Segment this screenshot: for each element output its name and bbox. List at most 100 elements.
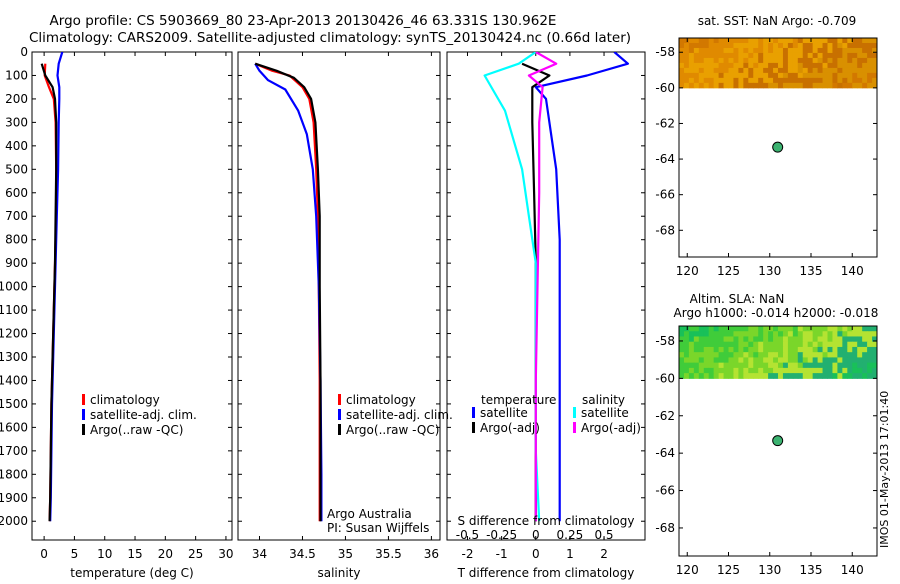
sst_map-field-cell bbox=[728, 52, 734, 59]
sla_map-field-cell bbox=[748, 367, 754, 374]
sla_map-ytick-label: -62 bbox=[655, 409, 675, 423]
sst_map-field-cell bbox=[792, 57, 799, 64]
difference-legend-item-temperature-swatch bbox=[472, 422, 475, 433]
sla_map-ytick-label: -66 bbox=[655, 484, 675, 498]
temperature-ytick-label: 200 bbox=[5, 92, 28, 106]
sst_map-field-cell bbox=[782, 47, 789, 54]
sst_map-field-cell bbox=[723, 57, 729, 64]
sla_map-field-cell bbox=[748, 336, 754, 343]
sst_map-field-cell bbox=[683, 47, 690, 54]
sla_map-field-cell bbox=[792, 326, 799, 332]
sst_map-field-cell bbox=[728, 42, 734, 49]
sla_map-field-cell bbox=[758, 357, 764, 364]
sla_map-field-cell bbox=[703, 326, 710, 332]
sla_map-field-cell bbox=[758, 336, 764, 343]
sla_map-field-cell bbox=[817, 331, 824, 337]
sla_map-field-cell bbox=[842, 341, 848, 348]
difference-series-satellite bbox=[534, 52, 629, 522]
sla_map-xtick-label: 130 bbox=[758, 563, 781, 577]
sst_map-field-cell bbox=[713, 77, 720, 84]
sst_map-field-cell bbox=[758, 42, 764, 49]
sla_map-field-cell bbox=[728, 346, 734, 353]
sla_map-field-cell bbox=[728, 326, 734, 332]
sst_map-field-cell bbox=[743, 38, 749, 44]
sst_map-field-cell bbox=[713, 67, 720, 74]
sst_map-field-cell bbox=[832, 77, 838, 84]
sla_map-field-cell bbox=[802, 341, 809, 348]
sla_map-field-cell bbox=[723, 326, 729, 332]
sst_map-field-cell bbox=[773, 42, 779, 49]
sst_map-xtick-label: 140 bbox=[841, 264, 864, 278]
sla_map-field-cell bbox=[857, 357, 863, 364]
sst_map-field-cell bbox=[723, 47, 729, 54]
sst_map-field-cell bbox=[827, 38, 833, 44]
sst_map-field-cell bbox=[763, 67, 769, 74]
sst_map-field-cell bbox=[862, 72, 868, 79]
sla_map-field-cell bbox=[768, 326, 774, 332]
sla_map-field-cell bbox=[837, 357, 843, 364]
sst_map-field-cell bbox=[852, 82, 858, 89]
sla_map-field-cell bbox=[872, 357, 878, 364]
sst_map-field-cell bbox=[862, 38, 868, 44]
sst_map-field-cell bbox=[683, 62, 690, 69]
sla_map-field-cell bbox=[713, 373, 720, 379]
sst_map-field-cell bbox=[679, 62, 685, 69]
sla_map-field-cell bbox=[768, 341, 774, 348]
sla_map-field-cell bbox=[723, 373, 729, 379]
sst_map-field-cell bbox=[713, 42, 720, 49]
sst_map-field-cell bbox=[733, 52, 739, 59]
sla_map-field-cell bbox=[763, 331, 769, 337]
sla_map-field-cell bbox=[872, 352, 878, 358]
sst_map-ytick-label: -58 bbox=[655, 45, 675, 59]
sla-map-panel: -58 -60 -62 -64 -66 -68 120 125 130 135 140 Altim. … bbox=[655, 292, 878, 577]
sla_map-field-cell bbox=[847, 373, 853, 379]
sla_map-field-cell bbox=[763, 341, 769, 348]
difference-xtick-label: -2 bbox=[461, 547, 473, 561]
sla_map-field-cell bbox=[698, 362, 705, 369]
sst_map-field-cell bbox=[862, 57, 868, 64]
sla_map-field-cell bbox=[862, 326, 868, 332]
sst_map-field-cell bbox=[852, 67, 858, 74]
temperature-ytick-label: 300 bbox=[5, 115, 28, 129]
difference-series-group bbox=[483, 52, 629, 522]
sla_map-field-cell bbox=[797, 346, 804, 353]
sst_map-field-cell bbox=[693, 62, 700, 69]
sst_map-field-cell bbox=[822, 47, 828, 54]
sla_map-field-cell bbox=[857, 367, 863, 374]
sla_map-field-cell bbox=[679, 326, 685, 332]
sla_map-field-cell bbox=[832, 357, 838, 364]
sst_map-field-cell bbox=[822, 38, 828, 44]
sla_map-field-cell bbox=[679, 331, 685, 337]
difference-secondary-tick-label: 0.25 bbox=[557, 528, 584, 542]
sst_map-field-cell bbox=[693, 57, 700, 64]
sst_map-field-cell bbox=[723, 52, 729, 59]
sla_map-field-cell bbox=[778, 352, 784, 358]
sla_map-field-cell bbox=[683, 331, 690, 337]
sst_map-field-cell bbox=[847, 82, 853, 89]
sla_map-field-cell bbox=[827, 331, 833, 337]
sst_map-field-cell bbox=[847, 38, 853, 44]
sla_map-field-cell bbox=[807, 336, 814, 343]
sst_map-field-cell bbox=[753, 42, 759, 49]
sla_map-field-cell bbox=[773, 357, 779, 364]
sst_map-field-cell bbox=[733, 67, 739, 74]
sst_map-field-cell bbox=[743, 72, 749, 79]
sla_map-field-cell bbox=[778, 346, 784, 353]
temperature-xtick-label: 25 bbox=[188, 547, 203, 561]
sst_map-field-cell bbox=[753, 52, 759, 59]
sla_map-field-cell bbox=[693, 352, 700, 358]
sst_map-field-cell bbox=[758, 62, 764, 69]
sst_map-field-cell bbox=[728, 57, 734, 64]
sla_map-field-cell bbox=[792, 331, 799, 337]
sla_map-field-cell bbox=[688, 336, 695, 343]
sst_map-field-cell bbox=[679, 82, 685, 89]
sst_map-field-cell bbox=[827, 57, 833, 64]
sst_map-field-cell bbox=[842, 47, 848, 54]
sla_map-field-cell bbox=[753, 346, 759, 353]
sla_map-field-cell bbox=[847, 362, 853, 369]
difference-legend-header-temperature: temperature bbox=[481, 393, 556, 407]
sst_map-field-cell bbox=[683, 82, 690, 89]
sla_map-field-cell bbox=[679, 357, 685, 364]
salinity-xtick-label: 34 bbox=[252, 547, 267, 561]
sla_map-field-cell bbox=[817, 373, 824, 379]
